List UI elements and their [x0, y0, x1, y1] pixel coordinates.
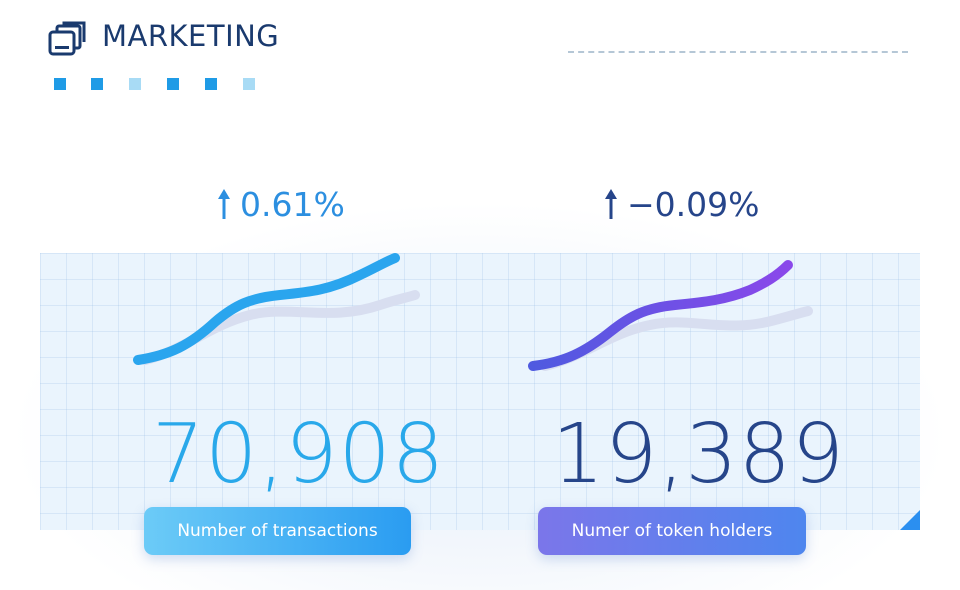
change-value: 0.61% [240, 184, 345, 224]
transactions-label-button: Number of transactions [144, 507, 411, 555]
page-title: MARKETING [102, 19, 280, 53]
arrow-up-icon [218, 189, 230, 219]
arrow-up-icon [605, 189, 617, 219]
decorative-square [243, 78, 255, 90]
decorative-dashed-divider [568, 51, 908, 53]
grid-panel [40, 253, 920, 530]
corner-accent [900, 510, 920, 530]
transactions-change: 0.61% [216, 182, 345, 226]
token-holders-change: −0.09% [603, 182, 759, 226]
decorative-squares [54, 78, 274, 90]
transactions-value: 70,908 [152, 407, 445, 502]
decorative-square [167, 78, 179, 90]
transactions-label: Number of transactions [177, 521, 378, 541]
token-holders-value: 19,389 [552, 407, 845, 502]
transactions-sparkline [133, 253, 420, 365]
token-holders-label: Numer of token holders [571, 521, 773, 541]
decorative-square [91, 78, 103, 90]
token-holders-sparkline [528, 260, 813, 371]
decorative-square [205, 78, 217, 90]
stacked-windows-icon [48, 21, 86, 56]
decorative-square [129, 78, 141, 90]
decorative-square [54, 78, 66, 90]
change-value: −0.09% [627, 184, 760, 224]
token-holders-label-button: Numer of token holders [538, 507, 806, 555]
